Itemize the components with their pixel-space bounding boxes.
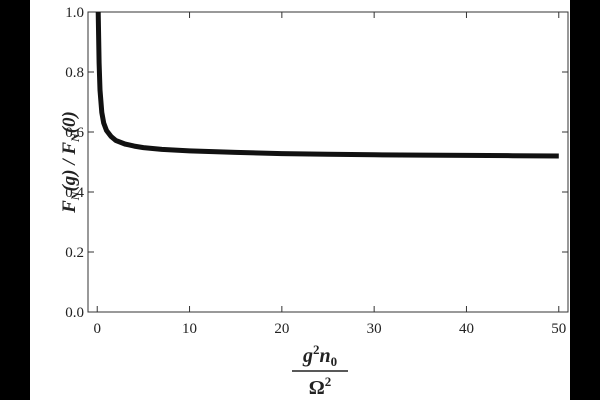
x-label-num-sub: 0 [331, 354, 338, 369]
y-tick-label: 0.2 [65, 245, 84, 261]
y-tick-label: 1.0 [65, 5, 84, 21]
y-label-sub2: N [68, 132, 82, 143]
y-tick-label: 0.0 [65, 305, 84, 321]
x-label-den-base: Ω [309, 377, 325, 399]
y-tick-label: 0.4 [65, 185, 84, 201]
y-label-part1: F [59, 200, 80, 214]
series-line [95, 11, 559, 159]
x-tick-label: 50 [551, 321, 566, 337]
plot-frame [87, 11, 569, 313]
x-label-num-var: n [319, 345, 330, 367]
x-label-num-exp: 2 [313, 342, 320, 357]
y-tick-label: 0.6 [65, 125, 84, 141]
y-axis-ticks: 0.0 0.2 0.4 0.6 0.8 1.0 [65, 5, 568, 321]
y-tick-label: 0.8 [65, 65, 84, 81]
x-label-num-base: g [302, 345, 313, 367]
y-label-part3: (0) [59, 111, 80, 133]
svg-text:Ω2: Ω2 [309, 374, 332, 399]
line-chart: 0.00.20.40.60.81.0 0 10 20 30 40 50 FN(g) / F… [59, 5, 569, 399]
svg-text:g2n0: g2n0 [302, 342, 337, 369]
y-axis-label: FN(g) / FN(0) [59, 111, 82, 214]
x-label-den-exp: 2 [325, 374, 332, 389]
x-tick-label: 10 [182, 321, 197, 337]
chart-canvas: 0.0 0.2 0.4 0.6 0.8 1.0 0 10 20 30 40 50 FN(g) / F… [30, 0, 570, 400]
y-label-sub1: N [68, 190, 82, 201]
x-axis-ticks: 0 10 20 30 40 50 [93, 12, 566, 337]
x-tick-label: 0 [93, 321, 101, 337]
x-tick-label: 20 [274, 321, 289, 337]
x-axis-label: g2n0 Ω2 [292, 342, 348, 399]
y-label-part2: (g) / F [59, 142, 80, 192]
x-tick-label: 40 [459, 321, 474, 337]
x-tick-label: 30 [367, 321, 382, 337]
